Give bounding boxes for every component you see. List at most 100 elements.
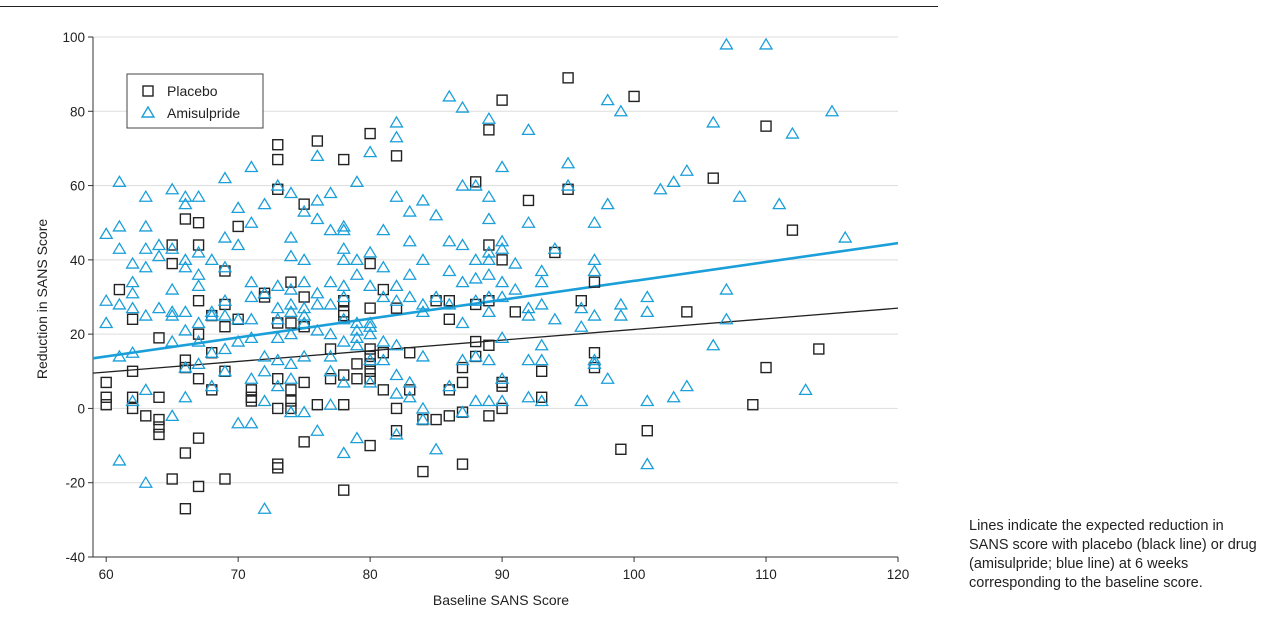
- placebo-point: [456, 458, 469, 470]
- placebo-point: [272, 462, 284, 474]
- amisulpride-point: [455, 178, 470, 191]
- placebo-point: [535, 365, 548, 377]
- placebo-point: [298, 198, 310, 210]
- amisulpride-point: [442, 264, 457, 277]
- amisulpride-point: [336, 279, 351, 292]
- amisulpride-point: [574, 301, 589, 314]
- amisulpride-point: [270, 331, 285, 344]
- amisulpride-point: [165, 334, 180, 347]
- amisulpride-point: [125, 256, 140, 269]
- amisulpride-point: [468, 394, 483, 407]
- amisulpride-regression-line: [92, 241, 899, 360]
- placebo-point: [496, 94, 508, 106]
- regression-lines: [92, 241, 899, 374]
- placebo-point: [100, 391, 112, 403]
- placebo-point: [324, 343, 337, 355]
- amisulpride-point: [191, 316, 206, 329]
- amisulpride-point: [600, 93, 615, 106]
- placebo-point: [443, 313, 456, 325]
- placebo-point: [483, 124, 495, 136]
- placebo-point: [364, 365, 376, 377]
- amisulpride-point: [283, 230, 299, 243]
- amisulpride-point: [257, 197, 272, 210]
- amisulpride-point: [719, 37, 734, 50]
- amisulpride-point: [534, 394, 549, 407]
- amisulpride-point: [151, 249, 167, 262]
- amisulpride-point: [336, 375, 351, 388]
- amisulpride-point: [231, 312, 246, 325]
- placebo-point: [390, 150, 403, 162]
- amisulpride-point: [217, 260, 233, 273]
- amisulpride-point: [244, 331, 259, 344]
- placebo-point: [311, 399, 324, 411]
- amisulpride-point: [362, 145, 378, 158]
- placebo-point: [813, 343, 825, 355]
- legend-amisulpride-label: Amisulpride: [167, 105, 240, 121]
- amisulpride-point: [389, 386, 404, 399]
- placebo-point: [298, 291, 310, 303]
- amisulpride-point: [112, 219, 127, 232]
- placebo-point: [338, 309, 350, 322]
- placebo-point: [166, 257, 178, 270]
- amisulpride-point: [640, 290, 655, 303]
- amisulpride-point: [534, 264, 549, 277]
- placebo-point: [364, 257, 376, 270]
- amisulpride-point: [283, 249, 299, 262]
- placebo-point: [377, 283, 390, 296]
- amisulpride-point: [112, 241, 127, 254]
- placebo-point: [100, 399, 112, 411]
- amisulpride-point: [415, 193, 431, 206]
- placebo-point: [483, 239, 495, 251]
- placebo-point: [219, 321, 231, 333]
- amisulpride-point: [257, 349, 272, 362]
- placebo-point: [192, 373, 205, 385]
- amisulpride-point: [296, 253, 312, 266]
- amisulpride-point: [481, 253, 497, 266]
- amisulpride-point: [151, 238, 167, 251]
- amisulpride-point: [165, 241, 180, 254]
- placebo-point: [338, 369, 350, 381]
- amisulpride-point: [323, 275, 338, 288]
- placebo-point: [628, 90, 640, 103]
- amisulpride-point: [323, 297, 338, 310]
- placebo-point: [470, 176, 482, 188]
- amisulpride-point: [534, 353, 549, 366]
- amisulpride-point: [99, 293, 114, 306]
- amisulpride-point: [323, 186, 338, 199]
- amisulpride-point: [323, 327, 338, 340]
- amisulpride-point: [191, 334, 206, 347]
- placebo-point: [245, 395, 258, 407]
- placebo-point: [179, 447, 192, 459]
- placebo-point: [272, 139, 284, 151]
- amisulpride-point: [336, 312, 351, 325]
- amisulpride-point: [442, 89, 457, 102]
- amisulpride-point: [336, 253, 351, 266]
- amisulpride-point: [574, 319, 589, 332]
- amisulpride-point: [283, 371, 299, 384]
- placebo-point: [404, 384, 416, 396]
- placebo-point: [483, 339, 495, 351]
- amisulpride-point: [165, 282, 180, 295]
- amisulpride-point: [481, 245, 497, 258]
- amisulpride-point: [640, 394, 655, 407]
- amisulpride-point: [442, 297, 457, 310]
- amisulpride-point: [191, 267, 206, 280]
- amisulpride-point: [270, 312, 285, 325]
- amisulpride-point: [455, 353, 470, 366]
- amisulpride-point: [547, 312, 563, 325]
- amisulpride-point: [310, 297, 325, 310]
- placebo-point: [456, 361, 469, 374]
- amisulpride-point: [468, 271, 483, 284]
- amisulpride-point: [125, 286, 140, 299]
- amisulpride-point: [112, 297, 127, 310]
- placebo-point: [311, 135, 324, 147]
- amisulpride-point: [296, 308, 312, 321]
- legend: Placebo Amisulpride: [126, 73, 264, 129]
- amisulpride-point: [521, 390, 536, 403]
- amisulpride-point: [587, 308, 602, 321]
- amisulpride-point: [758, 37, 774, 50]
- placebo-point: [166, 239, 178, 251]
- amisulpride-point: [283, 327, 299, 340]
- amisulpride-point: [244, 371, 259, 384]
- amisulpride-point: [217, 364, 233, 377]
